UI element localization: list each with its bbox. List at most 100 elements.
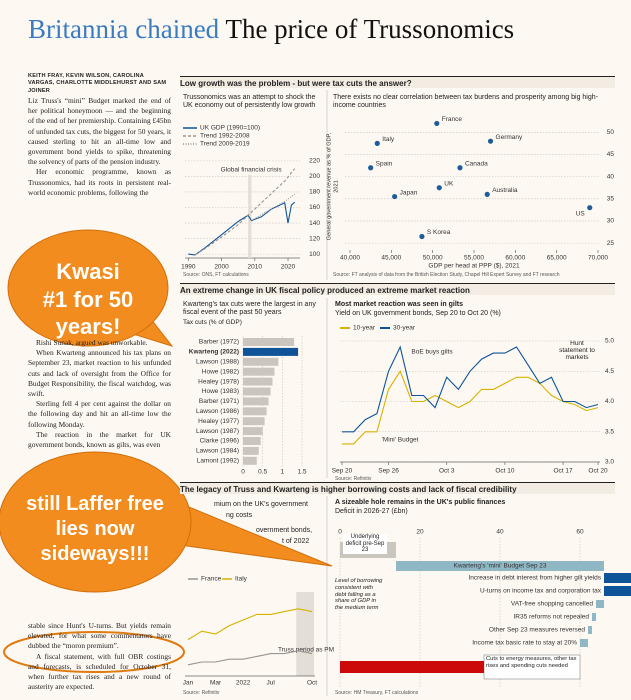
bar (243, 347, 299, 356)
x-tick-label: 45,000 (381, 255, 401, 262)
legend-label: UK GDP (1990=100) (200, 125, 260, 132)
point (368, 165, 374, 171)
point (434, 120, 440, 127)
bar (243, 397, 269, 406)
point-label: UK (444, 180, 454, 187)
source: Source: Refinitiv (335, 476, 372, 482)
chart-title: Kwarteng's tax cuts were the largest in … (183, 301, 316, 317)
callout-bubble (7, 229, 169, 347)
point (392, 193, 398, 200)
step-label: U-turns on income tax and corporation ta… (480, 588, 602, 595)
x-tick-label: 65,000 (547, 255, 567, 262)
series-line (251, 193, 296, 222)
chart-subtitle: overnment bonds, (256, 527, 313, 534)
point-label: Italy (382, 136, 395, 143)
x-tick-label: 1 (281, 469, 285, 476)
total-bar (340, 661, 484, 673)
legend-label: 10-year (353, 325, 376, 332)
point-label: Japan (400, 189, 418, 196)
chart-title: A sizeable hole remains in the UK's publ… (335, 499, 506, 506)
point-label: Spain (376, 160, 393, 167)
step-label: VAT-free shopping cancelled (511, 601, 594, 608)
category-label: Healey (1977) (198, 418, 239, 425)
point (484, 191, 490, 197)
y-tick-label: 5.0 (605, 338, 614, 345)
annotation: BoE buys gilts (411, 349, 453, 356)
x-tick-label: 60,000 (505, 255, 525, 262)
x-tick-label: Sep 26 (378, 468, 399, 475)
headline: Britannia chained The price of Trussonom… (28, 14, 514, 45)
chart-title: Most market reaction was seen in gilts (335, 301, 463, 308)
step-label: Kwarteng's 'mini' Budget Sep 23 (454, 563, 547, 570)
section-header: Low growth was the problem - but were ta… (180, 76, 615, 88)
bar (243, 456, 257, 465)
paragraph: Sterling fell 4 per cent against the dol… (28, 399, 171, 429)
highlight-ring (3, 631, 185, 673)
series-line (194, 168, 296, 256)
annotation-band (248, 175, 252, 258)
category-label: Lamont (1992) (197, 458, 239, 465)
bar (243, 367, 275, 376)
section-header: An extreme change in UK fiscal policy pr… (180, 283, 615, 295)
category-label: Healey (1978) (198, 378, 239, 385)
x-tick-label: Jul (267, 680, 276, 687)
section-header: The legacy of Truss and Kwarteng is high… (180, 482, 615, 494)
chart-title: mium on the UK's government (214, 501, 308, 508)
step-bar (592, 613, 596, 621)
y-tick-label: 4.5 (605, 368, 614, 375)
x-tick-label: 55,000 (464, 255, 484, 262)
point-label: S Korea (427, 229, 451, 236)
category-label: Barber (1971) (199, 398, 239, 405)
point (587, 205, 593, 211)
x-tick-label: 1.5 (297, 469, 306, 476)
point-label: France (442, 116, 463, 123)
article-block: stable since Hunt's U-turns. But yields … (28, 621, 171, 692)
x-axis-label: GDP per head at PPP ($), 2021 (428, 263, 520, 270)
x-tick-label: Mar (210, 680, 222, 687)
series-line (187, 608, 313, 641)
x-tick-label: 40,000 (340, 255, 360, 262)
x-tick-label: Oct 3 (439, 468, 455, 475)
legend-label: France (201, 576, 222, 583)
chart-title: Trussonomics was an attempt to shock the… (183, 94, 316, 110)
x-tick-label: Sep 20 (332, 468, 353, 475)
bar (243, 377, 273, 386)
bar (243, 407, 267, 416)
point-label: Australia (492, 187, 518, 194)
y-tick-label: 140 (309, 220, 320, 227)
step-label: IR35 reforms not repealed (513, 614, 589, 621)
y-tick-label: 200 (309, 173, 320, 180)
annotation: Hunt statement to markets (559, 340, 595, 361)
article-block: Rishi Sunak, argued was unworkable. When … (28, 338, 171, 450)
category-label: Lawson (1988) (196, 359, 239, 366)
callout-line: still Laffer free (26, 493, 164, 515)
category-label: Kwarteng (2022) (189, 349, 239, 356)
chart-subtitle: Tax cuts (% of GDP) (183, 319, 242, 326)
category-label: Lawson (1987) (196, 428, 239, 435)
x-tick-label: Oct 17 (554, 468, 574, 475)
category-label: Clarke (1996) (200, 438, 239, 445)
chart-subtitle: Yield on UK government bonds, Sep 20 to … (335, 310, 501, 317)
point (436, 185, 442, 191)
point-label: Canada (465, 160, 488, 167)
x-tick-label: 0.5 (258, 469, 267, 476)
x-tick-label: Oct (307, 680, 317, 687)
x-tick-label: 2022 (236, 680, 251, 687)
y-tick-label: 4.0 (605, 398, 614, 405)
chart-title: There exists no clear correlation betwee… (333, 94, 598, 110)
byline: KEITH FRAY, KEVIN WILSON, CAROLINA VARGA… (28, 73, 167, 94)
y-tick-label: 120 (309, 235, 320, 242)
step-label: Underlying deficit pre-Sep 23 (343, 534, 387, 554)
y-tick-label: 50 (607, 129, 615, 136)
y-tick-label: 220 (309, 158, 320, 165)
x-tick-label: 40 (496, 529, 504, 536)
legend-label: Trend 2009-2019 (200, 141, 250, 148)
paragraph: stable since Hunt's U-turns. But yields … (28, 621, 171, 651)
source: Source: ONS, FT calculations (183, 272, 249, 278)
paragraph: Rishi Sunak, argued was unworkable. (36, 338, 148, 347)
source: Source: FT analysis of data from the Bri… (333, 272, 560, 278)
callout-bubble (0, 451, 192, 593)
total-label: Level of borrowing consistent with debt … (335, 578, 383, 612)
